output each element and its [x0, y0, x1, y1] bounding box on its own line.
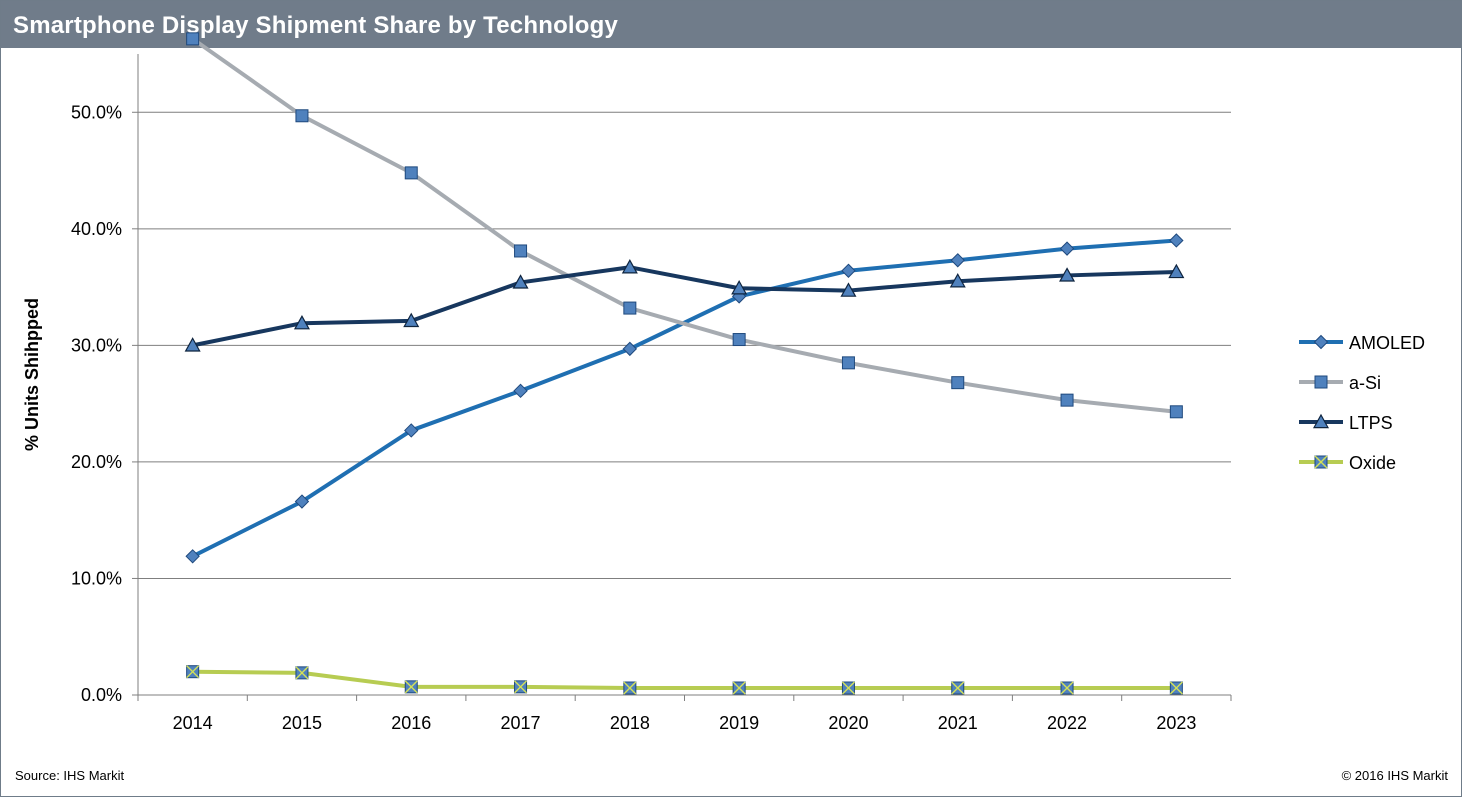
y-tick-label: 10.0% — [71, 568, 122, 588]
series-line-a-si — [191, 37, 1177, 414]
data-point-oxide — [186, 665, 200, 679]
data-point-oxide — [623, 681, 637, 695]
data-point-oxide — [295, 666, 309, 680]
series-line-amoled — [191, 238, 1177, 559]
series-a-si — [186, 32, 1183, 419]
data-point-ltps — [184, 337, 201, 352]
data-point-ltps — [731, 280, 748, 295]
x-tick-label: 2020 — [828, 713, 868, 733]
data-point-oxide — [841, 681, 855, 695]
gridlines — [138, 111, 1231, 579]
legend-marker-oxide — [1314, 455, 1328, 469]
series-line-oxide — [192, 669, 1177, 691]
x-tick-label: 2016 — [391, 713, 431, 733]
legend-item-ltps: LTPS — [1299, 413, 1393, 433]
data-point-amoled — [950, 253, 965, 268]
marker-cross-b — [1169, 681, 1183, 695]
data-point-amoled — [841, 263, 856, 278]
x-tick-label: 2018 — [610, 713, 650, 733]
marker-cross-b — [732, 681, 746, 695]
data-point-a-si — [514, 244, 528, 258]
data-point-amoled — [294, 494, 310, 509]
marker-cross-b — [514, 680, 528, 694]
series-line-ltps — [192, 265, 1177, 348]
legend-label-ltps: LTPS — [1349, 413, 1393, 433]
x-tick-label: 2023 — [1156, 713, 1196, 733]
series-layer — [184, 32, 1185, 695]
marker-cross-b — [186, 665, 200, 679]
data-point-a-si — [186, 32, 200, 46]
data-point-ltps — [293, 314, 310, 330]
data-point-a-si — [951, 376, 965, 390]
data-point-amoled — [513, 383, 528, 399]
marker-cross-b — [1314, 455, 1328, 469]
data-point-oxide — [951, 681, 965, 695]
series-amoled — [185, 233, 1184, 564]
data-point-amoled — [404, 423, 419, 438]
x-tick-label: 2015 — [282, 713, 322, 733]
y-tick-label: 30.0% — [71, 335, 122, 355]
copyright-note: © 2016 IHS Markit — [1341, 768, 1448, 783]
data-point-oxide — [404, 680, 418, 694]
y-axis-label: % Units Shihpped — [22, 298, 42, 451]
legend: AMOLED a-Si LTPS Oxide — [1299, 333, 1425, 473]
data-point-a-si — [1060, 393, 1074, 407]
legend-marker-amoled — [1313, 334, 1329, 350]
marker-cross-b — [295, 666, 309, 680]
x-tick-label: 2022 — [1047, 713, 1087, 733]
title-bar: Smartphone Display Shipment Share by Tec… — [1, 1, 1461, 48]
legend-item-amoled: AMOLED — [1299, 333, 1425, 353]
data-point-ltps — [512, 274, 529, 289]
marker-cross-b — [404, 680, 418, 694]
axes: 0.0% 10.0% 20.0% 30.0% 40.0% 50.0% 2014 2015 201… — [71, 54, 1232, 733]
data-point-a-si — [1169, 405, 1183, 419]
data-point-a-si — [404, 166, 418, 180]
y-tick-label: 0.0% — [81, 685, 122, 705]
data-point-ltps — [621, 259, 638, 274]
legend-marker-a-si — [1314, 375, 1328, 389]
data-point-amoled — [185, 549, 200, 564]
legend-label-a-si: a-Si — [1349, 373, 1381, 393]
data-point-amoled — [622, 341, 638, 357]
data-point-a-si — [732, 333, 746, 347]
legend-marker-ltps — [1312, 413, 1330, 429]
marker-cross-b — [623, 681, 637, 695]
data-point-ltps — [403, 312, 420, 328]
y-tick-label: 20.0% — [71, 452, 122, 472]
chart-title: Smartphone Display Shipment Share by Tec… — [13, 12, 619, 39]
data-point-a-si — [623, 301, 637, 315]
data-point-a-si — [841, 356, 855, 370]
x-tick-label: 2021 — [938, 713, 978, 733]
x-tick-label: 2014 — [173, 713, 213, 733]
data-point-oxide — [1060, 681, 1074, 695]
data-point-ltps — [949, 273, 966, 288]
data-point-amoled — [1169, 233, 1184, 248]
y-tick-label: 50.0% — [71, 102, 122, 122]
legend-item-a-si: a-Si — [1299, 373, 1381, 393]
data-point-a-si — [295, 109, 309, 123]
data-point-ltps — [1168, 263, 1185, 279]
data-point-ltps — [840, 282, 857, 297]
x-tick-label: 2019 — [719, 713, 759, 733]
data-point-amoled — [1059, 241, 1075, 256]
data-point-oxide — [1169, 681, 1183, 695]
y-tick-label: 40.0% — [71, 219, 122, 239]
source-note: Source: IHS Markit — [15, 768, 125, 783]
series-oxide — [186, 665, 1183, 695]
legend-label-amoled: AMOLED — [1349, 333, 1425, 353]
legend-item-oxide: Oxide — [1299, 453, 1396, 473]
data-point-oxide — [732, 681, 746, 695]
marker-cross-b — [951, 681, 965, 695]
data-point-ltps — [1059, 267, 1076, 282]
data-point-oxide — [514, 680, 528, 694]
marker-cross-b — [1060, 681, 1074, 695]
legend-label-oxide: Oxide — [1349, 453, 1396, 473]
marker-cross-b — [841, 681, 855, 695]
x-tick-label: 2017 — [501, 713, 541, 733]
series-ltps — [184, 259, 1185, 352]
